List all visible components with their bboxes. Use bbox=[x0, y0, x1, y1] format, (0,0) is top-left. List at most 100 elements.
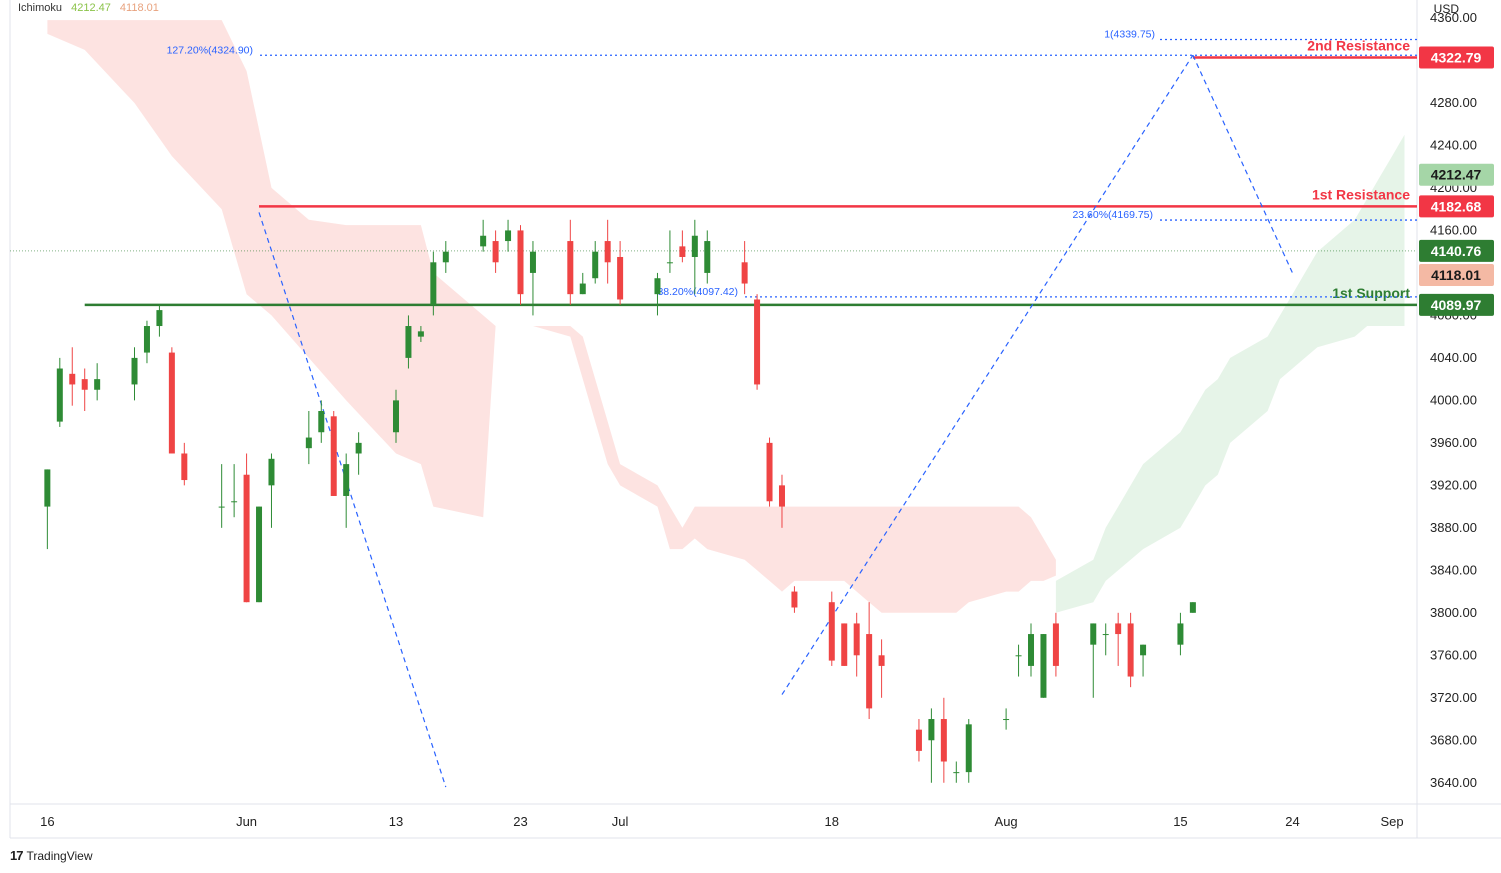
indicator-value-a: 4212.47 bbox=[71, 2, 111, 14]
candle-body[interactable] bbox=[754, 299, 761, 385]
indicator-name: Ichimoku bbox=[18, 2, 63, 14]
currency-label: USD bbox=[1433, 2, 1459, 16]
fib-label: 23.60%(4169.75) bbox=[1072, 209, 1153, 221]
candle-body[interactable] bbox=[915, 729, 922, 751]
candle-body[interactable] bbox=[604, 241, 611, 263]
y-tick-label: 3920.00 bbox=[1430, 477, 1477, 492]
candle-body[interactable] bbox=[1127, 623, 1134, 677]
candle-body[interactable] bbox=[330, 416, 337, 496]
candle-body[interactable] bbox=[529, 251, 536, 273]
candle-body[interactable] bbox=[218, 506, 225, 508]
candle-body[interactable] bbox=[405, 326, 412, 358]
candle-body[interactable] bbox=[480, 235, 487, 247]
level-label: 1st Resistance bbox=[1312, 186, 1410, 202]
candle-body[interactable] bbox=[505, 230, 512, 242]
candle-body[interactable] bbox=[1115, 623, 1122, 635]
candle-body[interactable] bbox=[168, 352, 175, 454]
candle-body[interactable] bbox=[1177, 623, 1184, 645]
candle-body[interactable] bbox=[56, 368, 63, 422]
candle-body[interactable] bbox=[156, 310, 163, 327]
candle-body[interactable] bbox=[243, 474, 250, 603]
candle-body[interactable] bbox=[305, 437, 312, 449]
candle-body[interactable] bbox=[741, 262, 748, 284]
candle-body[interactable] bbox=[1140, 644, 1147, 656]
price-label-tag bbox=[1419, 46, 1494, 69]
candle-body[interactable] bbox=[1102, 634, 1109, 636]
candle-body[interactable] bbox=[517, 230, 524, 295]
candle-body[interactable] bbox=[343, 464, 350, 496]
y-tick-label: 3680.00 bbox=[1430, 732, 1477, 747]
cloud-layer bbox=[47, 20, 1405, 613]
candle-body[interactable] bbox=[131, 357, 138, 385]
x-tick-label: 24 bbox=[1285, 814, 1299, 829]
candle-body[interactable] bbox=[853, 623, 860, 656]
candle-body[interactable] bbox=[318, 411, 325, 433]
candle-body[interactable] bbox=[940, 719, 947, 762]
candle-body[interactable] bbox=[417, 331, 424, 337]
candle-body[interactable] bbox=[1003, 719, 1010, 721]
candle-body[interactable] bbox=[44, 469, 51, 507]
candle-body[interactable] bbox=[1189, 602, 1196, 613]
y-tick-label: 4240.00 bbox=[1430, 137, 1477, 152]
trend-lines bbox=[258, 54, 1294, 788]
candle-body[interactable] bbox=[579, 283, 586, 295]
candle-body[interactable] bbox=[1090, 623, 1097, 645]
candle-body[interactable] bbox=[704, 241, 711, 273]
candle-body[interactable] bbox=[666, 262, 673, 264]
candle-body[interactable] bbox=[69, 373, 76, 385]
candle-body[interactable] bbox=[778, 485, 785, 507]
fib-label: 127.20%(4324.90) bbox=[167, 44, 253, 56]
candle-body[interactable] bbox=[492, 241, 499, 263]
candle-body[interactable] bbox=[1052, 623, 1059, 666]
x-tick-label: Jun bbox=[236, 814, 257, 829]
brand-footer[interactable]: 17 TradingView bbox=[10, 848, 93, 863]
fib-label: 1(4339.75) bbox=[1104, 29, 1155, 41]
candle-body[interactable] bbox=[828, 602, 835, 661]
price-label-tag bbox=[1419, 264, 1494, 287]
candle-body[interactable] bbox=[256, 506, 263, 603]
candle-body[interactable] bbox=[1015, 655, 1022, 657]
candle-body[interactable] bbox=[143, 326, 150, 353]
candle-body[interactable] bbox=[592, 251, 599, 279]
candle-body[interactable] bbox=[617, 256, 624, 300]
candle-body[interactable] bbox=[691, 235, 698, 257]
x-tick-label: Sep bbox=[1381, 814, 1404, 829]
candle-body[interactable] bbox=[81, 379, 88, 390]
price-label-tag bbox=[1419, 163, 1494, 186]
fib-label: 38.20%(4097.42) bbox=[657, 286, 738, 298]
candle-body[interactable] bbox=[268, 458, 275, 486]
ichimoku-cloud-bullish bbox=[1055, 134, 1405, 613]
candle-body[interactable] bbox=[430, 262, 437, 305]
y-tick-label: 3840.00 bbox=[1430, 562, 1477, 577]
candle-body[interactable] bbox=[442, 251, 449, 263]
candle-body[interactable] bbox=[965, 724, 972, 773]
candle-body[interactable] bbox=[567, 241, 574, 295]
level-lines: 2nd Resistance 1st Resistance 1st Support 1… bbox=[10, 29, 1417, 307]
candle-body[interactable] bbox=[928, 719, 935, 741]
price-label-text: 4118.01 bbox=[1431, 267, 1481, 283]
candle-body[interactable] bbox=[355, 442, 362, 454]
candle-body[interactable] bbox=[1040, 634, 1047, 698]
candle-body[interactable] bbox=[841, 623, 848, 666]
candle-body[interactable] bbox=[392, 400, 399, 433]
trend-line bbox=[258, 212, 447, 788]
candle-body[interactable] bbox=[231, 501, 238, 503]
candle-body[interactable] bbox=[791, 591, 798, 608]
candle-body[interactable] bbox=[766, 442, 773, 502]
price-label-text: 4140.76 bbox=[1431, 243, 1482, 259]
indicator-legend[interactable]: Ichimoku 4212.47 4118.01 bbox=[18, 2, 159, 14]
candle-body[interactable] bbox=[654, 278, 661, 295]
candle-body[interactable] bbox=[94, 379, 101, 390]
candle-body[interactable] bbox=[1028, 634, 1035, 666]
candle-body[interactable] bbox=[953, 772, 960, 774]
candle-body[interactable] bbox=[181, 453, 188, 481]
candle-body[interactable] bbox=[679, 246, 686, 257]
x-tick-label: 15 bbox=[1173, 814, 1187, 829]
candle-body[interactable] bbox=[878, 655, 885, 666]
level-label: 2nd Resistance bbox=[1307, 38, 1410, 54]
candle-body[interactable] bbox=[866, 634, 873, 709]
x-tick-label: Jul bbox=[612, 814, 629, 829]
price-labels: 4322.79 4212.47 4182.68 4140.76 4118.01 4089.… bbox=[1419, 46, 1494, 316]
y-tick-label: 4000.00 bbox=[1430, 392, 1477, 407]
